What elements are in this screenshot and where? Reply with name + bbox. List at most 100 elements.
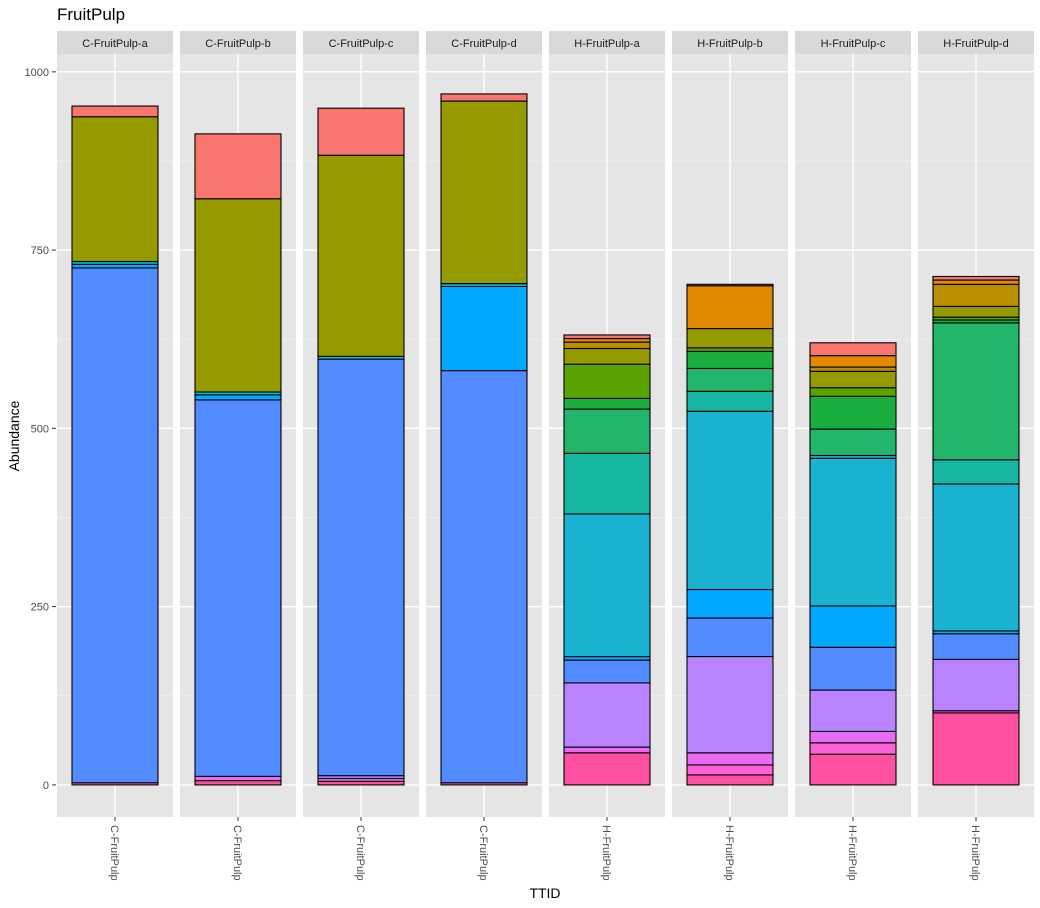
bar-segment — [932, 279, 1020, 285]
x-tick-label: C-FruitPulp — [477, 825, 489, 881]
bar-segment — [809, 355, 897, 368]
y-axis: 0 250 500 750 1000 — [25, 67, 56, 792]
facet-panel: H-FruitPulp-d H-FruitPulp — [918, 31, 1034, 881]
bar-segment — [809, 428, 897, 457]
bar-segment — [194, 780, 282, 786]
x-tick-label: H-FruitPulp — [969, 825, 981, 881]
bar-segment — [686, 752, 774, 766]
bar-segment — [686, 617, 774, 658]
y-tick-label: 750 — [31, 245, 49, 257]
facet-panel: C-FruitPulp-d C-FruitPulp — [426, 31, 542, 881]
bar-segment — [809, 689, 897, 732]
x-tick-label: H-FruitPulp — [723, 825, 735, 881]
bar-segment — [563, 452, 651, 515]
bar-segment — [932, 633, 1020, 660]
bar-segment — [563, 408, 651, 454]
bar-segment — [563, 659, 651, 684]
bar-segment — [440, 100, 528, 285]
x-axis-title: TTID — [529, 885, 560, 901]
facet-strip — [549, 31, 665, 54]
bar-segment — [440, 370, 528, 784]
bar-segment — [932, 483, 1020, 632]
bar-segment — [563, 682, 651, 748]
bar-segment — [932, 712, 1020, 786]
facet-strip — [303, 31, 419, 54]
bar-segment — [317, 107, 405, 156]
bar-segment — [809, 753, 897, 786]
bar-segment — [809, 605, 897, 648]
bar-segment — [686, 390, 774, 412]
x-tick-label: H-FruitPulp — [600, 825, 612, 881]
bar-segment — [809, 457, 897, 607]
bar-segment — [686, 327, 774, 349]
bar-segment — [686, 410, 774, 591]
bar-segment — [809, 395, 897, 430]
bar-segment — [317, 358, 405, 777]
bar-segment — [686, 285, 774, 330]
bar-segment — [71, 267, 159, 784]
bar-segment — [194, 399, 282, 777]
x-tick-label: C-FruitPulp — [108, 825, 120, 881]
bar-segment — [563, 347, 651, 365]
facet-panel: H-FruitPulp-a H-FruitPulp — [549, 31, 665, 881]
bar-segment — [686, 588, 774, 619]
bar-segment — [563, 513, 651, 658]
bar-segment — [71, 105, 159, 118]
bar-segment — [932, 459, 1020, 485]
bar-segment — [809, 742, 897, 755]
facet-strip — [672, 31, 788, 54]
bar-segment — [686, 350, 774, 370]
bar-segment — [809, 370, 897, 389]
bar-segment — [563, 752, 651, 786]
facet-strip — [426, 31, 542, 54]
facet-strip-label: C-FruitPulp-b — [205, 38, 270, 50]
bar-segment — [686, 764, 774, 776]
facet-panels: C-FruitPulp-aC-FruitPulpC-FruitPulp-bC-F… — [57, 31, 1034, 881]
y-tick-label: 250 — [31, 602, 49, 614]
bar-segment — [686, 774, 774, 786]
bar-segment — [932, 658, 1020, 712]
bar-segment — [563, 363, 651, 399]
facet-panel: H-FruitPulp-b H-FruitPulp — [672, 31, 788, 881]
y-tick-label: 1000 — [25, 67, 49, 79]
bar-segment — [932, 322, 1020, 461]
facet-strip-label: C-FruitPulp-a — [82, 38, 148, 50]
bar-segment — [71, 116, 159, 263]
bar-segment — [194, 133, 282, 200]
bar-segment — [809, 366, 897, 372]
facet-strip-label: C-FruitPulp-c — [329, 38, 394, 50]
facet-strip — [57, 31, 173, 54]
x-tick-label: C-FruitPulp — [231, 825, 243, 881]
bar-segment — [809, 387, 897, 397]
bar-segment — [194, 775, 282, 782]
facet-strip-label: H-FruitPulp-a — [574, 38, 640, 50]
facet-strip — [180, 31, 296, 54]
bar-segment — [809, 646, 897, 691]
y-tick-label: 0 — [43, 780, 49, 792]
bar-segment — [932, 305, 1020, 318]
y-tick-label: 500 — [31, 423, 49, 435]
bar-segment — [563, 397, 651, 410]
facet-strip-label: H-FruitPulp-b — [697, 38, 762, 50]
bar-segment — [563, 334, 651, 340]
bar-segment — [194, 198, 282, 393]
facet-panel: C-FruitPulp-b C-FruitPulp — [180, 31, 296, 881]
facet-strip — [795, 31, 911, 54]
facet-panel: C-FruitPulp-a C-FruitPulp — [57, 31, 173, 881]
bar-segment — [563, 341, 651, 350]
bar-segment — [809, 342, 897, 357]
bar-segment — [809, 730, 897, 744]
chart-title: FruitPulp — [57, 5, 125, 24]
bar-segment — [563, 746, 651, 754]
bar-segment — [686, 283, 774, 287]
facet-strip — [918, 31, 1034, 54]
bar-segment — [686, 656, 774, 754]
bar-segment — [440, 285, 528, 372]
facet-panel: C-FruitPulp-c C-FruitPulp — [303, 31, 419, 881]
bar-segment — [686, 367, 774, 392]
bar-segment — [932, 275, 1020, 281]
x-tick-label: H-FruitPulp — [846, 825, 858, 881]
x-tick-label: C-FruitPulp — [354, 825, 366, 881]
facet-strip-label: C-FruitPulp-d — [451, 38, 516, 50]
